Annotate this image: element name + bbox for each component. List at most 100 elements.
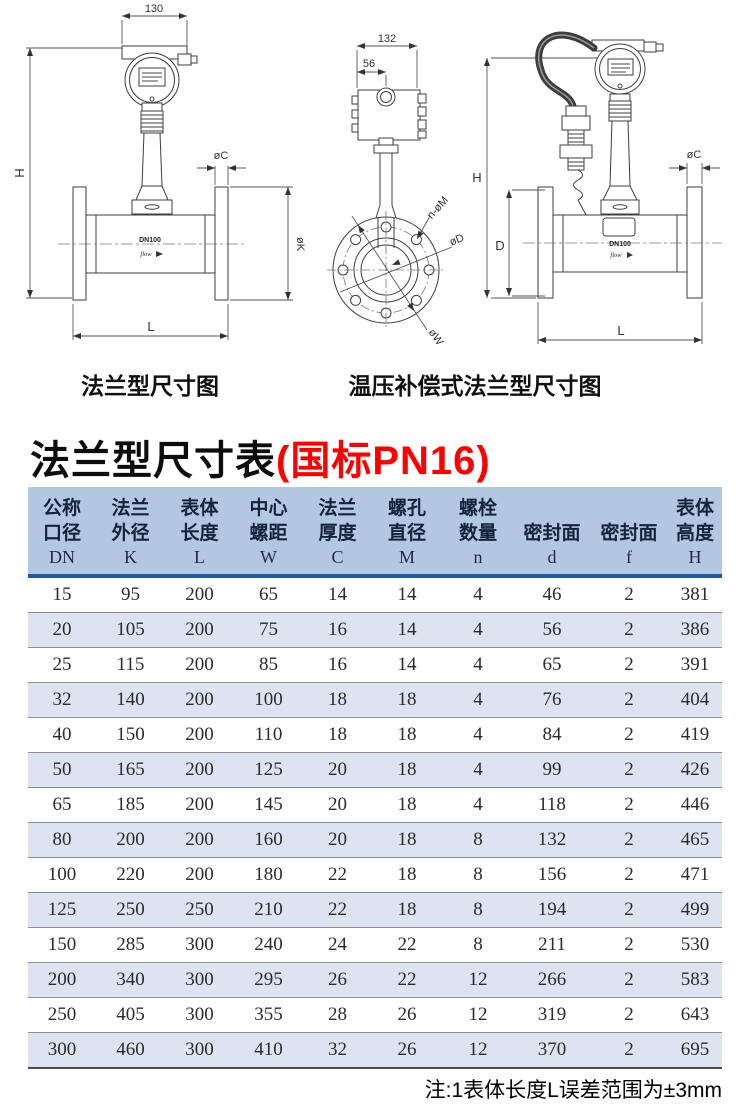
table-cell-C: 16: [328, 654, 347, 675]
table-cell-C: 32: [328, 1039, 347, 1060]
table-cell-W: 145: [254, 794, 283, 815]
table-row-dn-15: 15 95 200 65 14 14 4 46 2 381: [28, 578, 722, 613]
table-cell-d: 194: [537, 899, 567, 920]
column-header-DN: 公称 口径 DN: [28, 487, 96, 574]
flow-label-right: flow: [610, 252, 622, 259]
right-flange-right-drawing: [686, 186, 703, 299]
table-row-dn-150: 150 285 300 240 24 22 8 211 2 530: [28, 928, 722, 963]
table-cell-d: 56: [542, 619, 562, 640]
table-cell-K: 405: [116, 1004, 145, 1025]
table-cell-d: 319: [537, 1004, 567, 1025]
column-header-code: K: [124, 547, 137, 567]
table-cell-d: 65: [542, 654, 562, 675]
table-cell-W: 75: [259, 619, 278, 640]
table-cell-W: 100: [254, 689, 283, 710]
caption-flange-type: 法兰型尺寸图: [81, 373, 219, 399]
table-cell-H: 471: [680, 864, 710, 885]
table-cell-W: 65: [259, 584, 278, 605]
table-cell-H: 404: [680, 689, 710, 710]
compensated-type-drawing: H: [472, 31, 722, 344]
dim-label-D: D: [495, 238, 504, 253]
flow-label: flow: [140, 251, 152, 258]
left-flange: [72, 186, 87, 301]
column-header-name: 中心: [249, 498, 288, 519]
body-size-label: DN100: [139, 237, 161, 244]
table-row-dn-125: 125 250 250 210 22 18 8 194 2 499: [28, 893, 722, 928]
table-cell-C: 14: [328, 584, 347, 605]
column-header-M: 螺孔 直径 M: [372, 487, 442, 574]
table-row-dn-32: 32 140 200 100 18 18 4 76 2 404: [28, 683, 722, 718]
column-header-code: M: [398, 547, 415, 567]
table-cell-DN: 50: [52, 759, 72, 780]
table-cell-W: 295: [254, 969, 283, 990]
table-footnote: 注:1表体长度L误差范围为±3mm: [424, 1079, 722, 1102]
table-cell-f: 2: [624, 654, 634, 675]
table-cell-d: 118: [538, 794, 566, 815]
table-cell-M: 14: [397, 619, 417, 640]
column-header-n: 螺栓 数量 n: [442, 487, 514, 574]
table-header-row: 公称 口径 DN 法兰 外径 K 表体 长度 L 中心 螺距 W 法兰 厚度 C 螺孔 直径 M 螺栓 数量 n 密封面 d…: [28, 487, 722, 574]
dim-label-L-left: L: [147, 319, 154, 334]
table-cell-M: 18: [397, 689, 417, 710]
flange-face-drawing: 132 56: [327, 33, 466, 348]
column-header-name: 外径: [111, 523, 150, 544]
table-cell-K: 250: [116, 899, 145, 920]
table-cell-K: 200: [116, 829, 145, 850]
table-cell-L: 250: [185, 899, 214, 920]
table-cell-K: 150: [116, 724, 145, 745]
column-header-name: 法兰: [111, 498, 150, 519]
table-cell-DN: 25: [52, 654, 72, 675]
table-cell-M: 26: [397, 1004, 417, 1025]
technical-drawings: H 130: [12, 3, 722, 348]
column-header-C: 法兰 厚度 C: [303, 487, 372, 574]
table-cell-L: 200: [185, 654, 214, 675]
column-header-name: 螺栓: [458, 498, 497, 519]
table-cell-M: 22: [397, 969, 417, 990]
right-flange: [214, 186, 229, 301]
column-header-name: 数量: [458, 523, 497, 544]
dim-label-oD: øD: [448, 232, 466, 249]
table-cell-n: 8: [473, 899, 483, 920]
table-body: 15 95 200 65 14 14 4 46 2 381 20 105 200 75 16 14 4 56 2 38…: [28, 578, 722, 1069]
table-cell-DN: 32: [52, 689, 72, 710]
column-header-code: C: [331, 547, 344, 567]
table-cell-d: 266: [537, 969, 567, 990]
dim-label-H-right: H: [472, 170, 481, 185]
column-header-name: 高度: [675, 523, 714, 544]
column-header-code: DN: [49, 547, 75, 567]
table-cell-C: 18: [328, 689, 347, 710]
table-cell-K: 165: [116, 759, 145, 780]
table-cell-DN: 65: [52, 794, 72, 815]
table-cell-n: 4: [473, 724, 483, 745]
column-header-name: 公称: [42, 498, 81, 519]
column-header-name: 表体: [180, 498, 219, 519]
table-cell-K: 105: [116, 619, 145, 640]
table-cell-n: 4: [473, 794, 483, 815]
table-cell-K: 95: [121, 584, 140, 605]
dim-label-oW: øW: [426, 327, 446, 348]
table-cell-f: 2: [624, 724, 634, 745]
flexible-conduit: [535, 31, 598, 110]
table-cell-L: 300: [185, 1039, 214, 1060]
table-cell-H: 643: [680, 1004, 710, 1025]
table-cell-K: 220: [116, 864, 145, 885]
table-cell-W: 110: [254, 724, 283, 745]
column-header-name: 长度: [180, 523, 219, 544]
table-cell-H: 530: [680, 934, 710, 955]
column-header-code: d: [547, 547, 557, 567]
section-title: 法兰型尺寸表(国标PN16): [30, 428, 491, 486]
table-cell-DN: 80: [52, 829, 72, 850]
dim-label-oC-left: øC: [214, 150, 229, 162]
table-cell-DN: 300: [47, 1039, 77, 1060]
body-size-label-right: DN100: [609, 241, 631, 248]
table-cell-d: 76: [542, 689, 562, 710]
table-cell-M: 18: [397, 864, 417, 885]
table-cell-L: 200: [185, 619, 214, 640]
table-cell-M: 18: [397, 899, 417, 920]
dim-label-oK: øK: [294, 237, 306, 252]
table-row-dn-50: 50 165 200 125 20 18 4 99 2 426: [28, 753, 722, 788]
table-cell-n: 8: [473, 829, 483, 850]
table-cell-n: 4: [473, 689, 483, 710]
table-cell-K: 285: [116, 934, 145, 955]
dim-label-oC-right: øC: [687, 149, 702, 161]
